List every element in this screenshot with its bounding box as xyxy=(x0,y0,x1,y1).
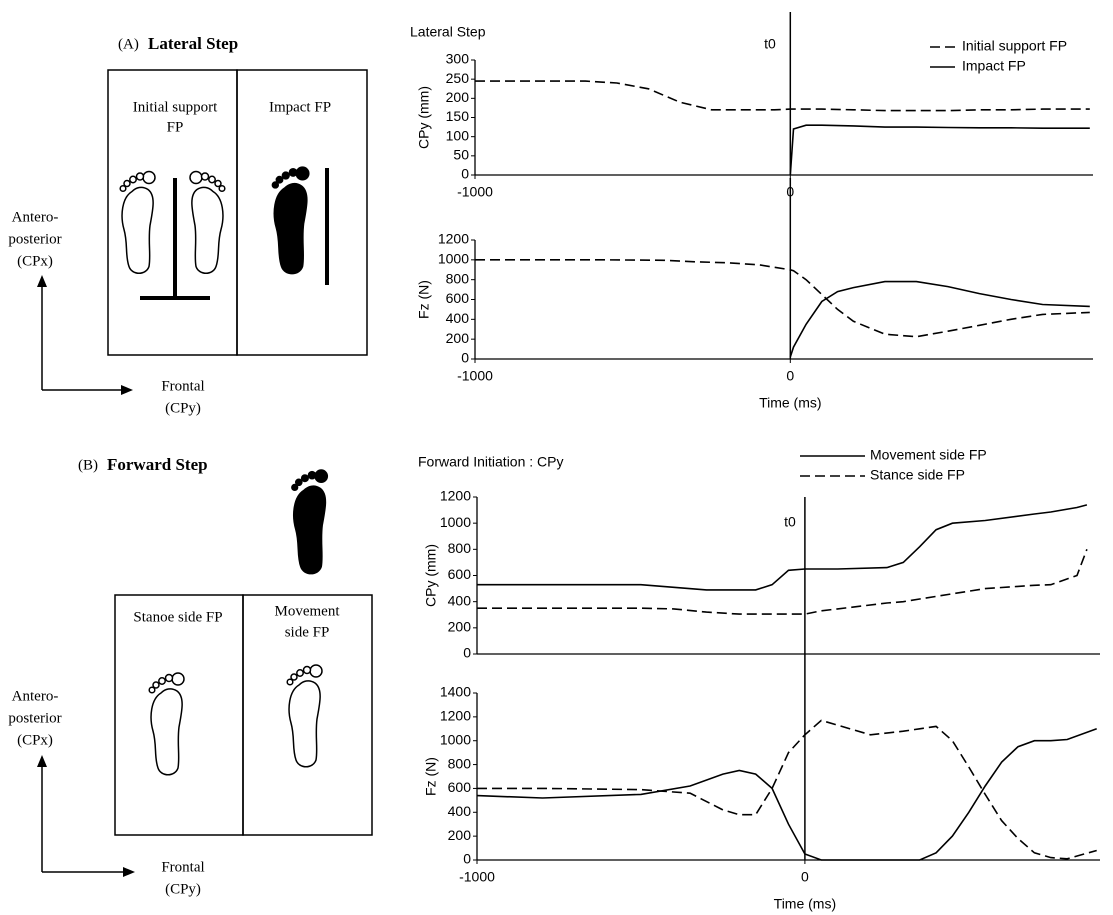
y-tick-label: 400 xyxy=(448,592,472,608)
data-line xyxy=(477,504,1088,591)
y-tick-label: 200 xyxy=(446,330,470,346)
axis-label: Frontal xyxy=(161,859,204,875)
y-tick-label: 0 xyxy=(463,851,471,867)
legend-label: Movement side FP xyxy=(870,447,987,463)
y-tick-label: 1000 xyxy=(440,514,471,530)
y-axis-label: Fz (N) xyxy=(423,757,439,796)
y-tick-label: 1200 xyxy=(440,488,471,504)
y-tick-label: 0 xyxy=(461,166,469,182)
arrow-head xyxy=(123,867,135,877)
axis-label: Antero- xyxy=(12,209,59,225)
y-axis-label: CPy (mm) xyxy=(416,86,432,149)
y-axis-label: CPy (mm) xyxy=(423,544,439,607)
y-tick-label: 100 xyxy=(446,127,470,143)
x-axis-label: Time (ms) xyxy=(759,395,821,411)
y-tick-label: 0 xyxy=(463,645,471,661)
y-axis-label: Fz (N) xyxy=(416,280,432,319)
y-tick-label: 200 xyxy=(448,619,472,635)
x-tick-label: -1000 xyxy=(457,184,493,200)
plate-label: side FP xyxy=(285,624,330,640)
panel-label: (B) xyxy=(78,457,98,473)
chart-title: Forward Initiation : CPy xyxy=(418,454,564,470)
axis-label: (CPy) xyxy=(165,881,201,897)
y-tick-label: 600 xyxy=(448,779,472,795)
y-tick-label: 1000 xyxy=(438,251,469,267)
y-tick-label: 600 xyxy=(446,290,470,306)
force-plate xyxy=(236,69,368,356)
y-tick-label: 800 xyxy=(448,540,472,556)
foot-outline xyxy=(119,170,156,275)
axis-label: (CPy) xyxy=(165,400,201,416)
plate-label: Stanoe side FP xyxy=(133,609,222,625)
foot-filled xyxy=(291,469,329,575)
x-tick-label: 0 xyxy=(786,368,794,384)
axis-label: (CPx) xyxy=(17,253,53,269)
arrow-head xyxy=(37,755,47,767)
diagram-a: (A) Lateral Step Initial support FP Impa… xyxy=(8,34,368,416)
legend-label: Impact FP xyxy=(962,58,1026,74)
y-tick-label: 1000 xyxy=(440,731,471,747)
y-tick-label: 250 xyxy=(446,70,470,86)
y-tick-label: 50 xyxy=(453,147,469,163)
annotation: t0 xyxy=(784,514,796,530)
y-tick-label: 800 xyxy=(446,270,470,286)
arrow-head xyxy=(121,385,133,395)
x-tick-label: -1000 xyxy=(457,368,493,384)
y-tick-label: 1200 xyxy=(438,231,469,247)
foot-filled xyxy=(271,166,310,275)
y-tick-label: 200 xyxy=(446,89,470,105)
data-line xyxy=(789,280,1090,358)
panel-title: Lateral Step xyxy=(148,34,238,53)
panel-label: (A) xyxy=(118,36,139,52)
legend-label: Initial support FP xyxy=(962,38,1067,54)
diagram-b: (B) Forward Step Stanoe side FP Movement… xyxy=(8,455,373,897)
foot-outline xyxy=(286,664,323,768)
y-tick-label: 1400 xyxy=(440,684,471,700)
plate-label: Impact FP xyxy=(269,99,331,115)
data-line xyxy=(476,728,1097,861)
y-tick-label: 400 xyxy=(448,803,472,819)
data-line xyxy=(477,719,1097,860)
y-tick-label: 300 xyxy=(446,51,470,67)
axis-label: (CPx) xyxy=(17,732,53,748)
foot-outline xyxy=(148,672,185,776)
plate-label: Initial support xyxy=(133,99,218,115)
foot-outline xyxy=(189,170,226,275)
axis-label: Frontal xyxy=(161,378,204,394)
plate-label: Movement xyxy=(275,603,341,619)
y-tick-label: 1200 xyxy=(440,708,471,724)
data-line xyxy=(477,549,1088,615)
plate-label: FP xyxy=(167,119,184,135)
annotation: t0 xyxy=(764,36,776,52)
y-tick-label: 600 xyxy=(448,566,472,582)
panel-title: Forward Step xyxy=(107,455,208,474)
chart-title: Lateral Step xyxy=(410,24,486,40)
x-axis-label: Time (ms) xyxy=(774,896,836,912)
axis-label: posterior xyxy=(8,710,61,726)
y-tick-label: 200 xyxy=(448,827,472,843)
axis-label: Antero- xyxy=(12,688,59,704)
y-tick-label: 150 xyxy=(446,108,470,124)
legend-label: Stance side FP xyxy=(870,467,965,483)
x-tick-label: -1000 xyxy=(459,869,495,885)
data-line xyxy=(789,124,1090,176)
x-tick-label: 0 xyxy=(801,869,809,885)
data-line xyxy=(475,80,1090,112)
y-tick-label: 0 xyxy=(461,350,469,366)
y-tick-label: 400 xyxy=(446,310,470,326)
axis-label: posterior xyxy=(8,231,61,247)
y-tick-label: 800 xyxy=(448,755,472,771)
arrow-head xyxy=(37,275,47,287)
data-line xyxy=(475,259,1090,338)
force-plate xyxy=(242,594,373,836)
